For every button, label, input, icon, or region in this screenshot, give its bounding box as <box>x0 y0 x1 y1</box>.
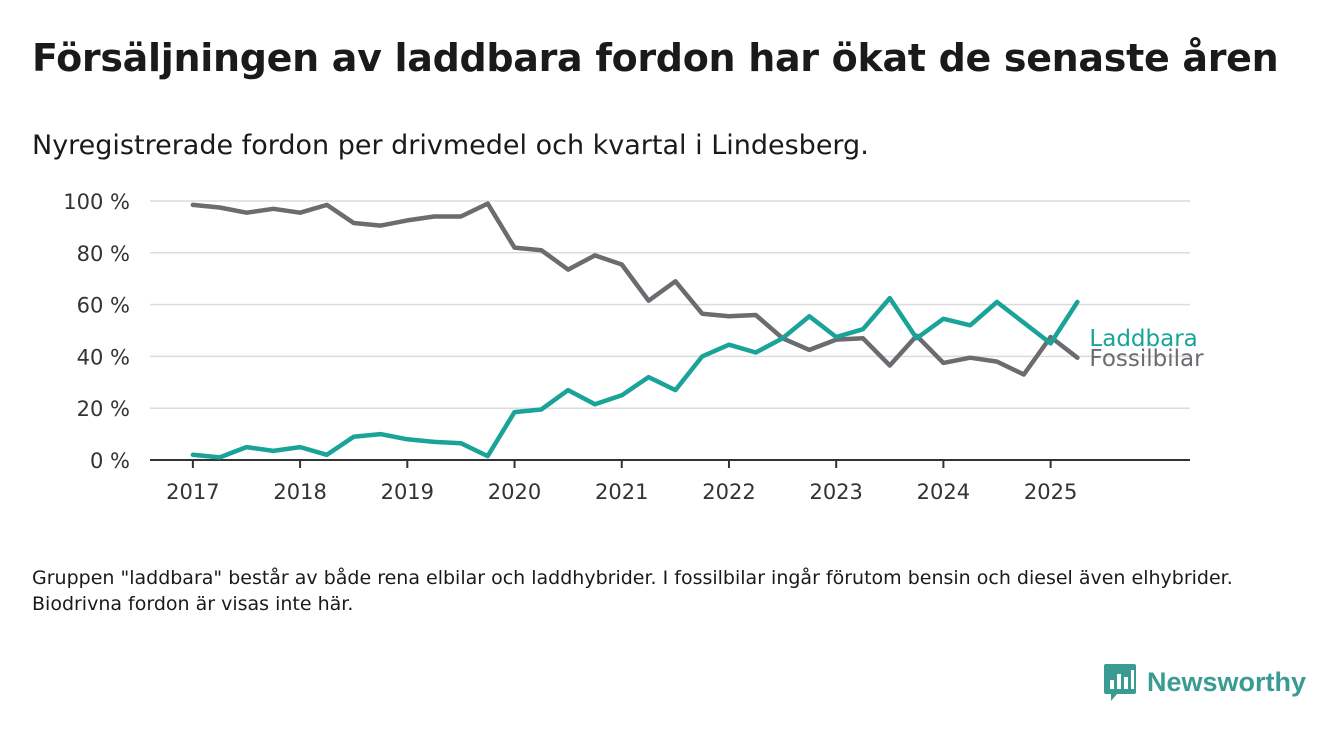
brand-name: Newsworthy <box>1146 666 1306 697</box>
y-tick-label: 0 % <box>90 449 130 473</box>
gridlines <box>150 200 1190 409</box>
series-lines <box>190 201 1080 460</box>
x-tick-label: 2025 <box>1024 480 1077 504</box>
series-line-laddbara <box>190 295 1080 460</box>
line-chart: 0 % 20 % 40 % 60 % 80 % 100 % 2017 2018 2019 2020… <box>63 190 1204 504</box>
y-tick-label: 60 % <box>77 294 130 318</box>
x-tick-label: 2024 <box>917 480 970 504</box>
x-tick-label: 2022 <box>702 480 755 504</box>
x-tick-label: 2023 <box>809 480 862 504</box>
y-tick-label: 20 % <box>77 397 130 421</box>
series-label-laddbara: Laddbara <box>1089 326 1197 352</box>
x-tick-label: 2020 <box>488 480 541 504</box>
y-tick-label: 40 % <box>77 345 130 369</box>
series-label-fossilbilar: Fossilbilar <box>1089 346 1204 372</box>
brand-logo[interactable]: Newsworthy <box>1103 662 1306 702</box>
bar-chart-speech-bubble-icon <box>1103 664 1136 701</box>
chart-subtitle: Nyregistrerade fordon per drivmedel och … <box>32 130 869 161</box>
chart-title: Försäljningen av laddbara fordon har öka… <box>32 36 1279 80</box>
footnote: Gruppen "laddbara" består av både rena e… <box>32 567 1233 615</box>
x-tick-label: 2017 <box>166 480 219 504</box>
x-tick-label: 2021 <box>595 480 648 504</box>
series-line-fossilbilar <box>190 201 1080 377</box>
x-tick-label: 2019 <box>381 480 434 504</box>
axes: 0 % 20 % 40 % 60 % 80 % 100 % 2017 2018 2019 2020… <box>63 190 1190 504</box>
x-tick-label: 2018 <box>273 480 326 504</box>
y-tick-label: 100 % <box>63 190 130 214</box>
y-tick-label: 80 % <box>77 242 130 266</box>
